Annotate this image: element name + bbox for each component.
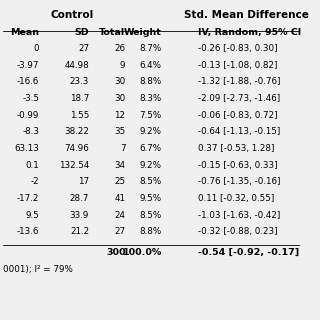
Text: -0.15 [-0.63, 0.33]: -0.15 [-0.63, 0.33] — [198, 161, 278, 170]
Text: 30: 30 — [114, 94, 125, 103]
Text: 24: 24 — [115, 211, 125, 220]
Text: 63.13: 63.13 — [14, 144, 39, 153]
Text: 27: 27 — [114, 227, 125, 236]
Text: -2: -2 — [31, 177, 39, 186]
Text: 12: 12 — [115, 111, 125, 120]
Text: 21.2: 21.2 — [70, 227, 89, 236]
Text: -0.64 [-1.13, -0.15]: -0.64 [-1.13, -0.15] — [198, 127, 280, 136]
Text: 9: 9 — [120, 61, 125, 70]
Text: 8.5%: 8.5% — [140, 211, 162, 220]
Text: 6.7%: 6.7% — [140, 144, 162, 153]
Text: 35: 35 — [114, 127, 125, 136]
Text: SD: SD — [75, 28, 89, 37]
Text: -0.06 [-0.83, 0.72]: -0.06 [-0.83, 0.72] — [198, 111, 278, 120]
Text: 0.11 [-0.32, 0.55]: 0.11 [-0.32, 0.55] — [198, 194, 274, 203]
Text: 0: 0 — [34, 44, 39, 53]
Text: 44.98: 44.98 — [64, 61, 89, 70]
Text: 0.1: 0.1 — [26, 161, 39, 170]
Text: -0.99: -0.99 — [17, 111, 39, 120]
Text: -0.54 [-0.92, -0.17]: -0.54 [-0.92, -0.17] — [198, 248, 299, 257]
Text: 8.3%: 8.3% — [140, 94, 162, 103]
Text: 33.9: 33.9 — [70, 211, 89, 220]
Text: 41: 41 — [115, 194, 125, 203]
Text: -8.3: -8.3 — [22, 127, 39, 136]
Text: -13.6: -13.6 — [17, 227, 39, 236]
Text: -1.32 [-1.88, -0.76]: -1.32 [-1.88, -0.76] — [198, 77, 281, 86]
Text: -3.97: -3.97 — [17, 61, 39, 70]
Text: 132.54: 132.54 — [59, 161, 89, 170]
Text: Weight: Weight — [124, 28, 162, 37]
Text: 28.7: 28.7 — [70, 194, 89, 203]
Text: 0.37 [-0.53, 1.28]: 0.37 [-0.53, 1.28] — [198, 144, 275, 153]
Text: 18.7: 18.7 — [70, 94, 89, 103]
Text: 9.2%: 9.2% — [140, 127, 162, 136]
Text: Std. Mean Difference: Std. Mean Difference — [184, 10, 309, 20]
Text: 9.5: 9.5 — [26, 211, 39, 220]
Text: IV, Random, 95% CI: IV, Random, 95% CI — [198, 28, 301, 37]
Text: Control: Control — [51, 10, 94, 20]
Text: 17: 17 — [78, 177, 89, 186]
Text: 27: 27 — [78, 44, 89, 53]
Text: -2.09 [-2.73, -1.46]: -2.09 [-2.73, -1.46] — [198, 94, 280, 103]
Text: 8.5%: 8.5% — [140, 177, 162, 186]
Text: -0.32 [-0.88, 0.23]: -0.32 [-0.88, 0.23] — [198, 227, 278, 236]
Text: 23.3: 23.3 — [70, 77, 89, 86]
Text: 9.5%: 9.5% — [140, 194, 162, 203]
Text: -0.26 [-0.83, 0.30]: -0.26 [-0.83, 0.30] — [198, 44, 278, 53]
Text: 74.96: 74.96 — [64, 144, 89, 153]
Text: 9.2%: 9.2% — [140, 161, 162, 170]
Text: -16.6: -16.6 — [17, 77, 39, 86]
Text: 7.5%: 7.5% — [140, 111, 162, 120]
Text: 26: 26 — [115, 44, 125, 53]
Text: 1.55: 1.55 — [70, 111, 89, 120]
Text: 100.0%: 100.0% — [123, 248, 162, 257]
Text: 25: 25 — [114, 177, 125, 186]
Text: 38.22: 38.22 — [64, 127, 89, 136]
Text: -0.13 [-1.08, 0.82]: -0.13 [-1.08, 0.82] — [198, 61, 277, 70]
Text: 0001); I² = 79%: 0001); I² = 79% — [3, 265, 73, 274]
Text: Mean: Mean — [10, 28, 39, 37]
Text: 34: 34 — [114, 161, 125, 170]
Text: -1.03 [-1.63, -0.42]: -1.03 [-1.63, -0.42] — [198, 211, 280, 220]
Text: 7: 7 — [120, 144, 125, 153]
Text: 300: 300 — [106, 248, 125, 257]
Text: -0.76 [-1.35, -0.16]: -0.76 [-1.35, -0.16] — [198, 177, 281, 186]
Text: -17.2: -17.2 — [17, 194, 39, 203]
Text: -3.5: -3.5 — [22, 94, 39, 103]
Text: Total: Total — [99, 28, 125, 37]
Text: 8.8%: 8.8% — [140, 77, 162, 86]
Text: 30: 30 — [114, 77, 125, 86]
Text: 8.8%: 8.8% — [140, 227, 162, 236]
Text: 8.7%: 8.7% — [140, 44, 162, 53]
Text: 6.4%: 6.4% — [140, 61, 162, 70]
